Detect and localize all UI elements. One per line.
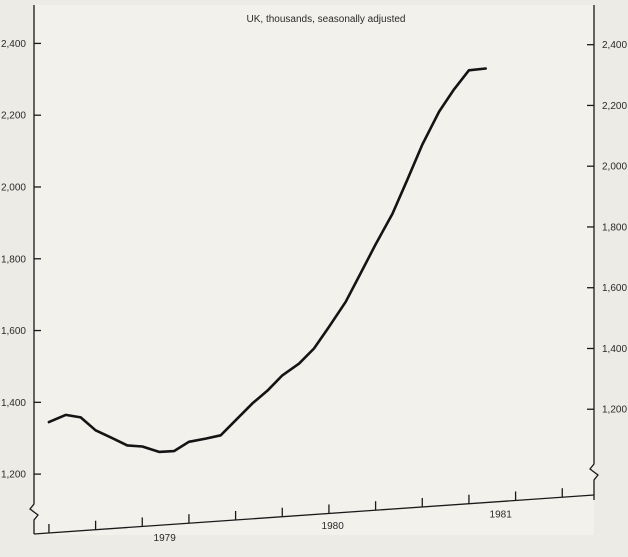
right-y-axis: 1,200 1,400 1,600 1,800 2,000 2,200 2,400 — [587, 5, 627, 500]
x-tick-label: 1979 — [154, 533, 177, 544]
right-tick-label: 2,400 — [602, 40, 627, 51]
left-axis-line — [29, 5, 39, 534]
series-layer — [47, 67, 488, 454]
right-axis-line — [589, 5, 599, 500]
series-line — [47, 67, 488, 454]
right-tick-label: 1,200 — [602, 405, 627, 416]
left-tick-label: 2,000 — [1, 182, 26, 193]
right-tick-label: 1,600 — [602, 283, 627, 294]
x-tick-label: 1981 — [490, 510, 513, 521]
chart-title: UK, thousands, seasonally adjusted — [247, 14, 406, 25]
left-y-axis: 1,200 1,400 1,600 1,800 2,000 2,200 2,400 — [1, 5, 41, 534]
left-tick-label: 2,400 — [1, 39, 26, 50]
right-tick-label: 1,800 — [602, 222, 627, 233]
x-tick-label: 1980 — [322, 521, 345, 532]
left-tick-label: 2,200 — [1, 111, 26, 122]
right-tick-label: 2,000 — [602, 162, 627, 173]
left-tick-label: 1,200 — [1, 470, 26, 481]
x-axis: 1979 1980 1981 — [33, 488, 595, 544]
left-tick-label: 1,600 — [1, 326, 26, 337]
plot-frame — [34, 5, 594, 535]
x-axis-line — [33, 494, 595, 535]
left-tick-label: 1,400 — [1, 398, 26, 409]
left-tick-label: 1,800 — [1, 254, 26, 265]
right-tick-label: 1,400 — [602, 344, 627, 355]
right-tick-label: 2,200 — [602, 101, 627, 112]
